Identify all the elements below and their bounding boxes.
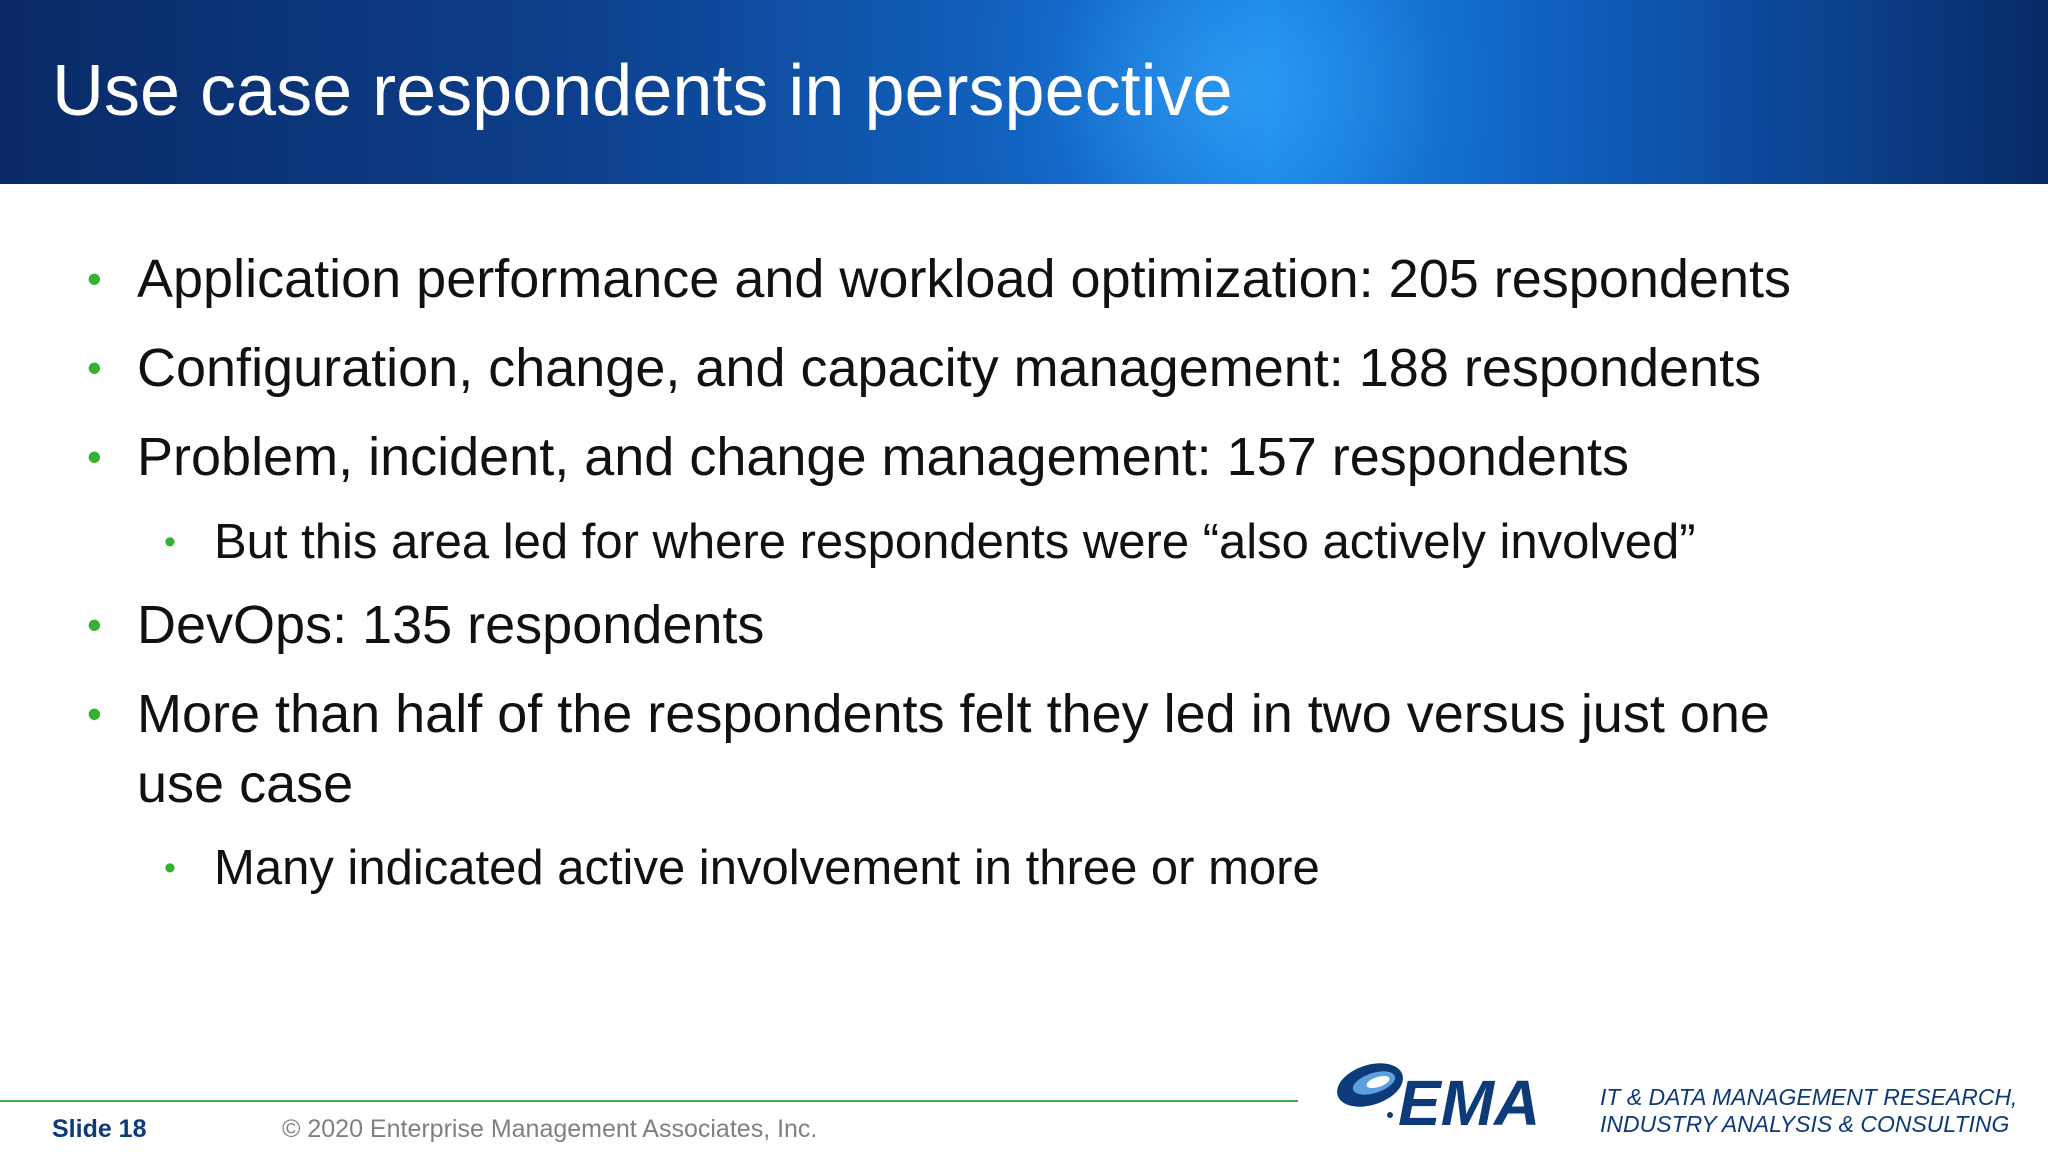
bullet-continuation: use case (137, 750, 353, 818)
bullet-dot-icon: • (87, 433, 102, 480)
sub-bullet-item: • Many indicated active involvement in t… (164, 838, 1320, 898)
tagline-line: IT & DATA MANAGEMENT RESEARCH, (1600, 1084, 2018, 1110)
slide-title: Use case respondents in perspective (52, 51, 1233, 131)
bullet-item: • Problem, incident, and change manageme… (87, 423, 1629, 491)
slide-header: Use case respondents in perspective (0, 0, 2048, 184)
bullet-text: More than half of the respondents felt t… (137, 684, 1770, 744)
bullet-text: use case (137, 754, 354, 814)
logo-wordmark: EMA (1398, 1067, 1540, 1135)
ema-logo: EMA (1337, 1063, 1540, 1135)
footer-divider (0, 1100, 1298, 1102)
bullet-item: • Configuration, change, and capacity ma… (87, 334, 1762, 402)
bullet-dot-icon: • (164, 523, 176, 561)
bullet-item: • Application performance and workload o… (87, 245, 1791, 313)
copyright-text: © 2020 Enterprise Management Associates,… (282, 1115, 818, 1143)
bullet-text: Configuration, change, and capacity mana… (137, 338, 1762, 398)
bullet-text: But this area led for where respondents … (214, 515, 1696, 569)
bullet-item: • DevOps: 135 respondents (87, 591, 765, 659)
bullet-text: Many indicated active involvement in thr… (214, 841, 1320, 895)
bullet-dot-icon: • (87, 601, 102, 648)
bullet-text: Problem, incident, and change management… (137, 427, 1629, 487)
bullet-item: • More than half of the respondents felt… (87, 680, 1770, 748)
bullet-dot-icon: • (164, 849, 176, 887)
bullet-dot-icon: • (87, 690, 102, 737)
slide-number: Slide 18 (52, 1115, 147, 1143)
bullet-text: DevOps: 135 respondents (137, 595, 765, 655)
header-glow (980, 0, 1500, 184)
sub-bullet-item: • But this area led for where respondent… (164, 512, 1696, 572)
bullet-dot-icon: • (87, 344, 102, 391)
tagline-line: INDUSTRY ANALYSIS & CONSULTING (1600, 1111, 2010, 1137)
company-tagline: IT & DATA MANAGEMENT RESEARCH, INDUSTRY … (1600, 1084, 2017, 1138)
bullet-text: Application performance and workload opt… (137, 249, 1791, 309)
bullet-dot-icon: • (87, 255, 102, 302)
